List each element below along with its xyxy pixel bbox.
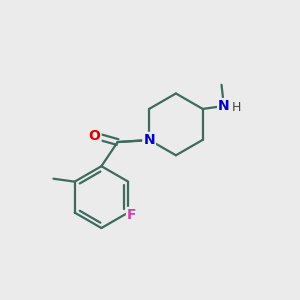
Text: N: N <box>218 99 230 113</box>
Text: F: F <box>127 208 136 222</box>
Text: O: O <box>89 129 100 142</box>
Text: H: H <box>232 101 241 114</box>
Text: N: N <box>143 133 155 147</box>
